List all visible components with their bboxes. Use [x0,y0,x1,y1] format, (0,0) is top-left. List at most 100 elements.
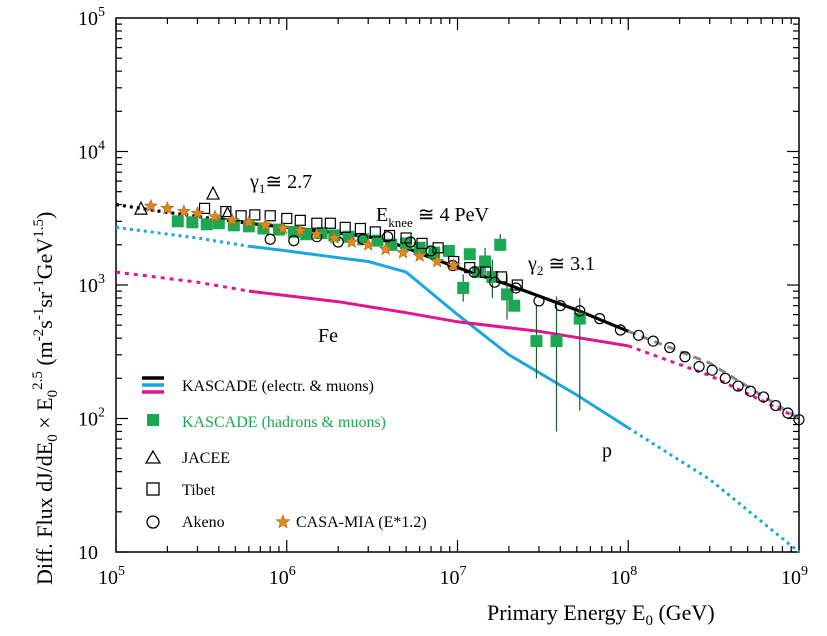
jacee-point [133,200,148,215]
kascade-hadron-point [486,270,499,283]
akeno-point [633,329,645,341]
gamma1-annotation: γ1≅ 2.7 [249,171,312,196]
gamma2-annotation: γ2 ≅ 3.1 [527,253,595,278]
akeno-point [614,324,627,336]
casa-point [361,237,376,251]
akeno-point [782,407,794,419]
series-line-magenta-dotted [627,344,800,420]
kascade-hadron-point [442,244,455,257]
tibet-point [354,222,367,235]
casa-point [225,212,240,227]
akeno-point [425,245,437,257]
x-tick-label: 106 [269,564,296,589]
akeno-point [679,351,691,363]
casa-point [446,258,461,272]
legend-jacee: JACEE [182,450,230,467]
akeno-point [744,385,757,397]
tibet-point [324,217,336,229]
akeno-point [719,372,731,384]
eknee-annotation: Eknee ≅ 4 PeV [376,204,490,230]
akeno-point [706,364,718,376]
casa-point [190,205,205,220]
series-line-cyan-solid [248,244,630,430]
x-tick-label: 109 [781,564,808,589]
casa-point [208,209,222,223]
kascade-hadron-point [508,299,521,312]
akeno-point [468,266,480,278]
tibet-point [339,221,351,234]
x-tick-label: 108 [610,564,637,589]
series-line-magenta-dotted [115,270,250,293]
fe-label: Fe [318,325,338,347]
akeno-point [693,360,705,373]
legend-kascade-em: KASCADE (electr. & muons) [182,378,374,395]
kascade-hadron-point [550,335,563,348]
akeno-point [757,391,770,403]
casa-point [160,201,175,215]
akeno-point [732,380,744,392]
kascade-hadron-point [463,248,476,261]
casa-point [293,223,308,237]
akeno-point [264,233,276,245]
casa-point [378,241,393,256]
kascade-hadron-point [171,215,184,228]
akeno-point [770,399,782,412]
x-tick-label: 107 [440,564,467,589]
kascade-hadron-point [479,255,492,268]
tibet-point [249,209,261,221]
kascade-hadron-point [494,238,507,251]
kascade-hadron-point [573,312,586,325]
akeno-point [288,235,300,247]
akeno-point [647,335,659,347]
kascade-hadron-point [200,218,213,231]
kascade-hadron-point [501,288,514,301]
casa-point [396,245,411,259]
casa-point [241,214,256,229]
tibet-point [383,229,396,242]
tibet-point [198,202,211,214]
y-tick-label: 10 [78,542,98,564]
tibet-point [281,212,293,225]
tibet-point [416,237,428,249]
akeno-point [382,231,394,243]
legend-open-square-icon [146,482,160,496]
legend-triangle-icon [144,449,162,464]
p-label: p [602,440,612,462]
casa-point [327,230,342,244]
tibet-point [235,210,247,222]
legend-open-circle-icon [146,515,160,529]
akeno-point [574,305,586,317]
x-tick-label: 105 [98,564,125,589]
akeno-point [489,276,501,288]
series-line-magenta-solid [248,289,629,348]
kascade-hadron-point [457,281,470,294]
casa-point [258,217,273,232]
y-tick-label: 102 [78,406,105,431]
series-line-gray-dashed [627,329,800,420]
legend-star-icon [275,514,291,529]
kascade-hadron-point [371,234,384,247]
y-tick-label: 104 [78,139,105,164]
legend-green-square [147,414,159,426]
akeno-point [533,295,545,307]
legend-casa: CASA-MIA (E*1.2) [296,514,427,531]
akeno-point [594,313,606,325]
tibet-point [432,242,444,254]
akeno-point [664,341,676,354]
x-axis-label: Primary Energy E0 (GeV) [487,600,715,629]
legend-tibet: Tibet [182,482,216,499]
svg-text:Diff. Flux dJ/dE0 × E02.5 (: Diff. Flux dJ/dE0 × E02.5 (m-2s-1sr-1GeV… [30,212,61,585]
y-tick-label: 103 [78,272,105,297]
casa-point [276,221,290,235]
akeno-point [510,282,522,294]
akeno-point [554,300,566,312]
tibet-point [311,217,323,229]
y-axis-label: Diff. Flux dJ/dE0 × E02.5 (m-2s-1sr-1GeV… [30,212,61,585]
casa-point [344,234,359,248]
tibet-point [264,210,276,222]
casa-point [177,204,191,218]
akeno-point [404,236,417,248]
tibet-point [220,205,232,218]
series-line-cyan-dotted [627,426,800,554]
